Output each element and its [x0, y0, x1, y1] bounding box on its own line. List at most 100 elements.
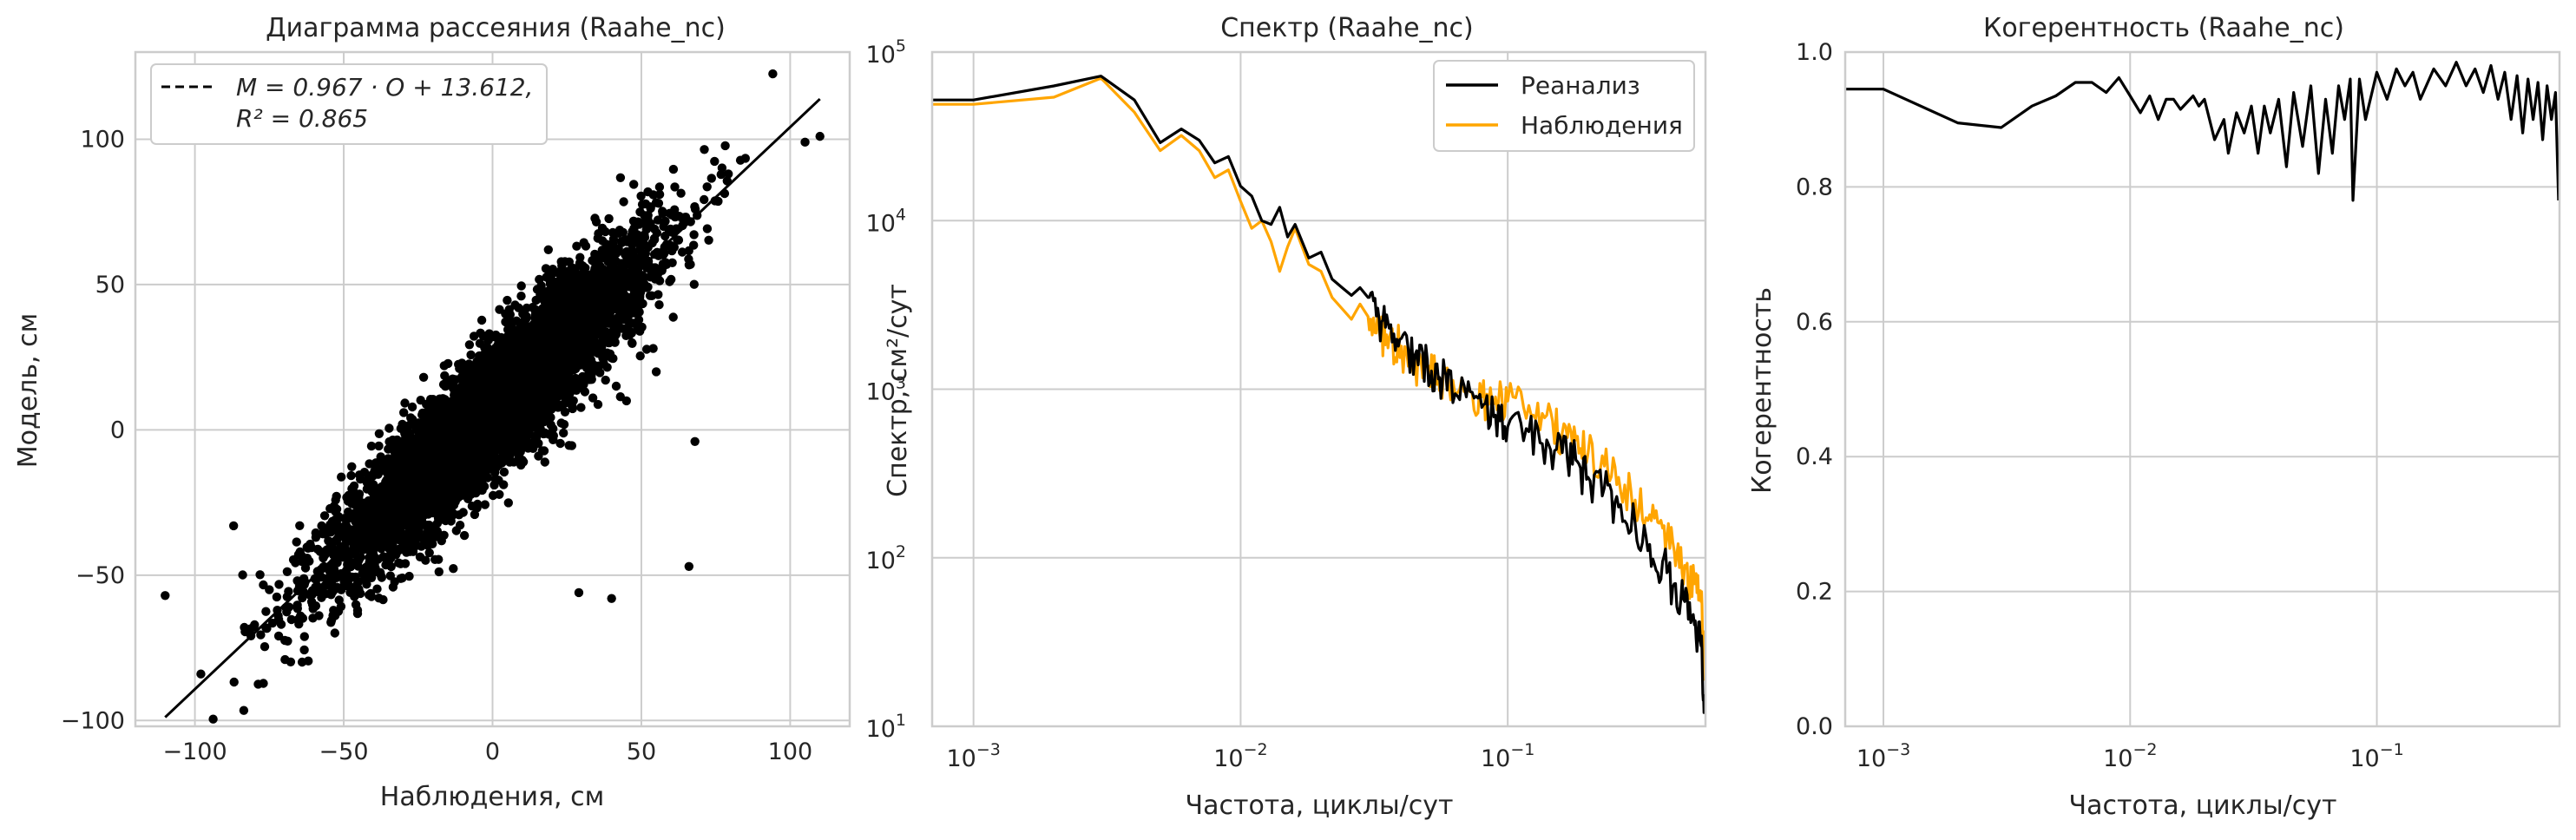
scatter-point	[250, 620, 260, 630]
scatter-point	[547, 295, 556, 305]
scatter-point	[635, 351, 645, 361]
scatter-point	[422, 399, 431, 410]
scatter-point	[531, 305, 541, 315]
scatter-point	[556, 418, 566, 428]
scatter-point	[255, 570, 265, 580]
scatter-point	[507, 326, 517, 336]
scatter-point	[615, 173, 626, 182]
scatter-point	[253, 679, 263, 689]
scatter-point	[308, 614, 318, 623]
scatter-point	[292, 537, 301, 547]
scatter-point	[240, 627, 250, 637]
scatter-point	[259, 580, 268, 590]
scatter-point	[704, 235, 713, 245]
scatter-point	[449, 564, 458, 574]
scatter-point	[476, 315, 487, 325]
scatter-point	[499, 480, 509, 489]
scatter-point	[400, 398, 410, 408]
scatter-point	[740, 154, 750, 163]
scatter-point	[404, 420, 415, 430]
scatter-point	[299, 632, 309, 641]
scatter-point	[636, 191, 646, 201]
scatter-point	[576, 403, 586, 412]
scatter-panel: Диаграмма рассеяния (Raahe_nc) −100 −50 0 5…	[13, 13, 851, 812]
scatter-point	[495, 489, 504, 499]
scatter-point	[686, 259, 695, 269]
scatter-point	[229, 677, 239, 687]
scatter-point	[239, 705, 249, 715]
scatter-point	[604, 213, 614, 224]
scatter-point	[398, 419, 407, 430]
scatter-point	[274, 580, 284, 589]
scatter-point	[407, 402, 417, 412]
scatter-point	[702, 224, 713, 233]
scatter-point	[654, 199, 664, 208]
scatter-point	[564, 257, 574, 266]
scatter-point	[400, 559, 411, 568]
scatter-point	[601, 375, 610, 385]
scatter-point	[399, 408, 409, 417]
scatter-point	[208, 714, 218, 724]
scatter-point	[413, 426, 423, 436]
scatter-point	[595, 292, 605, 301]
scatter-point	[284, 587, 293, 596]
scatter-point	[283, 636, 292, 646]
scatter-point	[421, 555, 430, 565]
scatter-point	[654, 182, 665, 192]
scatter-point	[336, 601, 346, 612]
scatter-point	[273, 631, 284, 641]
scatter-point	[724, 169, 733, 179]
scatter-point	[506, 317, 516, 327]
scatter-point	[611, 381, 621, 391]
scatter-point	[628, 246, 637, 256]
scatter-point	[260, 642, 270, 652]
scatter-point	[559, 428, 568, 438]
scatter-point	[292, 604, 302, 614]
scatter-point	[304, 656, 313, 666]
scatter-point	[643, 210, 653, 220]
scatter-point	[282, 567, 292, 576]
scatter-point	[365, 590, 374, 600]
scatter-point	[490, 475, 501, 484]
scatter-grid	[135, 52, 850, 726]
scatter-point	[318, 529, 327, 539]
scatter-point	[326, 618, 336, 627]
scatter-point	[276, 620, 286, 629]
scatter-point	[298, 593, 307, 603]
scatter-point	[476, 328, 485, 338]
scatter-point	[499, 467, 509, 477]
scatter-point	[374, 441, 384, 451]
scatter-point	[337, 472, 346, 482]
scatter-point	[464, 340, 475, 350]
scatter-point	[629, 180, 639, 189]
scatter-point	[541, 264, 551, 273]
scatter-point	[643, 187, 653, 197]
scatter-point	[540, 457, 549, 467]
scatter-point	[346, 470, 356, 481]
scatter-point	[286, 657, 296, 666]
scatter-point	[543, 245, 553, 254]
scatter-point	[558, 400, 568, 410]
scatter-point	[299, 645, 309, 655]
scatter-point	[308, 604, 318, 614]
scatter-point	[634, 307, 644, 317]
scatter-point	[516, 281, 526, 291]
scatter-point	[720, 141, 730, 151]
scatter-point	[418, 372, 429, 382]
scatter-point	[509, 457, 519, 467]
scatter-point	[383, 557, 393, 567]
scatter-point	[547, 270, 556, 279]
scatter-point	[677, 247, 687, 257]
scatter-point	[423, 541, 432, 550]
scatter-point	[303, 543, 313, 553]
scatter-point	[372, 584, 382, 594]
scatter-point	[593, 233, 602, 243]
scatter-point	[689, 230, 699, 240]
scatter-point	[295, 521, 305, 530]
scatter-point	[591, 217, 601, 226]
scatter-point	[475, 485, 485, 495]
scatter-point	[331, 495, 340, 505]
scatter-point	[572, 241, 582, 251]
scatter-point	[366, 441, 377, 451]
scatter-point	[660, 216, 670, 226]
